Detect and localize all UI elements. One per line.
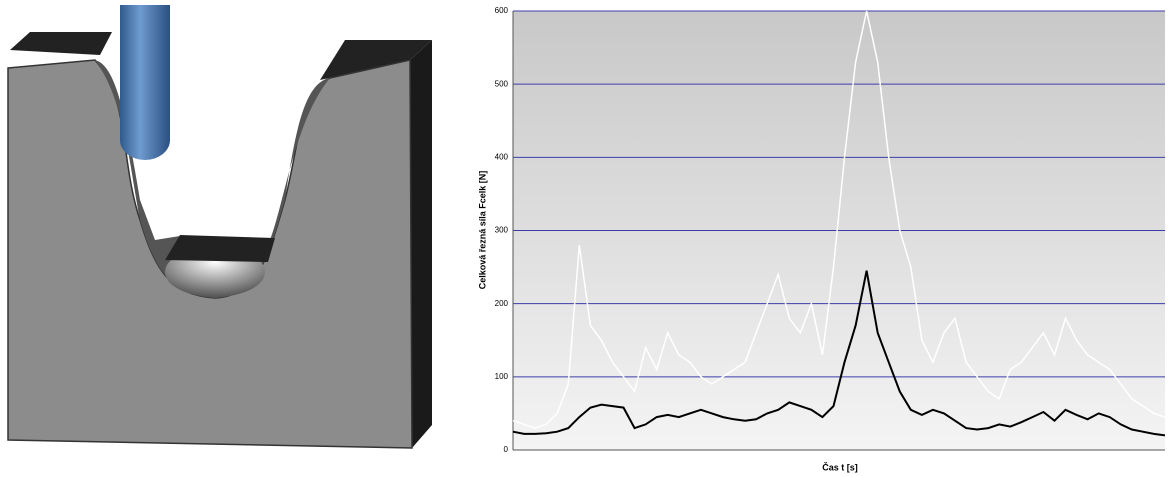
y-tick-label: 0 xyxy=(504,445,509,454)
figure: Celková řezná síla Fcelk [N] Čas t [s] 0… xyxy=(0,0,1169,477)
y-tick-label: 500 xyxy=(495,79,509,88)
chart: Celková řezná síla Fcelk [N] Čas t [s] xyxy=(477,11,1165,472)
page: {"chart_data": {"type": "line", "ylabel"… xyxy=(0,0,1169,477)
y-tick-label: 100 xyxy=(495,372,509,381)
y-tick-label: 600 xyxy=(495,6,509,15)
y-tick-label: 300 xyxy=(495,226,509,235)
x-axis-label: Čas t [s] xyxy=(822,461,858,472)
machining-illustration xyxy=(8,5,432,448)
y-axis-label: Celková řezná síla Fcelk [N] xyxy=(477,171,487,290)
y-tick-label: 400 xyxy=(495,152,509,161)
y-tick-label: 200 xyxy=(495,299,509,308)
